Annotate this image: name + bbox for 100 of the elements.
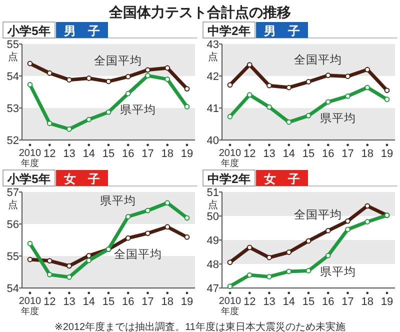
x-tick-label: 2010年度 [18, 148, 42, 168]
point [384, 88, 390, 94]
series-label: 全国平均 [294, 208, 342, 222]
point [145, 67, 150, 73]
text: ※2012年度までは抽出調査。11年度は東日本大震災のため未実施 [54, 321, 346, 332]
point [106, 78, 112, 84]
point [86, 252, 92, 258]
point [125, 74, 131, 80]
x-tick-label: 14 [82, 148, 95, 160]
point [286, 119, 292, 125]
point [286, 250, 292, 255]
chart-title: 小学5年 [6, 24, 50, 38]
point [27, 240, 33, 246]
point [227, 82, 233, 88]
y-tick-label: 50 [206, 211, 219, 223]
y-tick-label: 57 [6, 187, 19, 199]
point [106, 109, 112, 115]
x-tick-label: 15 [102, 148, 115, 160]
point [345, 226, 350, 232]
x-tick-label: 14 [282, 296, 295, 308]
point [325, 72, 331, 78]
line-series [27, 72, 190, 132]
chart-subtitle: 男 子 [63, 24, 100, 38]
point [46, 258, 52, 264]
point [66, 77, 72, 83]
y-tick-label: 40 [206, 135, 219, 147]
y-tick-label: 55 [6, 251, 19, 263]
point [246, 92, 252, 98]
y-tick-label: 54 [6, 283, 19, 295]
series-label: 県平均 [320, 266, 356, 279]
x-tick-label: 17 [142, 148, 154, 160]
x-tick-label: 18 [361, 296, 374, 308]
series-label: 全国平均 [114, 248, 162, 262]
point [164, 200, 170, 206]
point [306, 268, 312, 274]
y-axis-title: 点 [208, 51, 218, 63]
point [246, 244, 252, 250]
x-tick-label: 16 [122, 148, 134, 160]
point [364, 84, 370, 90]
x-tick-label: 2010年度 [218, 296, 242, 316]
point [164, 76, 170, 82]
point [306, 79, 312, 84]
series-label: 全国平均 [94, 54, 142, 68]
point [164, 224, 170, 230]
point [345, 93, 350, 99]
point [66, 263, 72, 269]
text: 全国体力テスト合計点の推移 [108, 4, 291, 20]
point [46, 120, 52, 126]
point [46, 70, 52, 76]
x-tick-label: 14 [82, 296, 95, 308]
y-axis-title: 点 [8, 51, 18, 63]
x-tick-label: 2010年度 [218, 148, 242, 168]
point [266, 82, 272, 88]
point [164, 65, 170, 71]
x-tick-label: 19 [380, 296, 394, 308]
x-tick-label: 18 [361, 148, 374, 160]
series-label: 県平均 [320, 112, 356, 125]
y-tick-label: 43 [206, 39, 219, 51]
y-tick-label: 54 [6, 71, 19, 83]
y-tick-label: 52 [6, 135, 19, 147]
point [125, 214, 131, 220]
chart-subtitle: 男 子 [263, 24, 300, 38]
y-tick-label: 51 [206, 187, 219, 199]
x-tick-label: 17 [342, 296, 354, 308]
x-tick-label: 16 [122, 296, 134, 308]
point [184, 86, 190, 92]
point [125, 235, 131, 241]
point [345, 218, 350, 224]
point [66, 274, 72, 280]
x-tick-label: 16 [322, 296, 334, 308]
point [27, 82, 33, 88]
x-tick-label: 16 [322, 148, 334, 160]
point [325, 99, 331, 105]
x-tick-label: 18 [161, 296, 174, 308]
chart-title: 小学5年 [6, 172, 50, 186]
point [364, 66, 370, 72]
point [246, 62, 252, 68]
x-tick-label: 17 [142, 296, 154, 308]
point [227, 284, 233, 290]
point [227, 260, 233, 266]
x-tick-label: 12 [44, 296, 56, 308]
x-tick-label: 15 [302, 296, 315, 308]
point [325, 228, 331, 234]
chart-title: 中学2年 [208, 172, 250, 186]
x-tick-label: 2010年度 [18, 296, 42, 316]
point [86, 258, 92, 264]
x-tick-label: 15 [302, 148, 315, 160]
point [246, 272, 252, 278]
y-axis-title: 点 [208, 199, 218, 211]
chart-subtitle: 女 子 [263, 172, 300, 186]
x-tick-label: 17 [342, 148, 354, 160]
point [27, 60, 33, 66]
x-tick-label: 18 [161, 148, 174, 160]
y-tick-label: 47 [206, 283, 219, 295]
chart-subtitle: 女 子 [63, 172, 100, 186]
x-tick-label: 19 [180, 296, 194, 308]
series-label: 県平均 [100, 194, 136, 208]
series-label: 全国平均 [294, 53, 342, 66]
x-tick-label: 19 [180, 148, 194, 160]
x-tick-label: 19 [380, 148, 394, 160]
